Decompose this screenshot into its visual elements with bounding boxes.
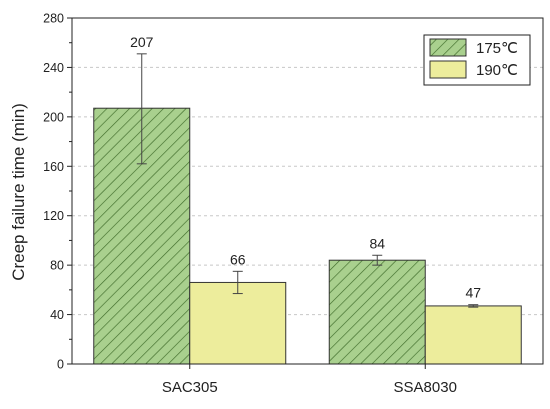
x-category-label: SAC305: [162, 379, 218, 396]
x-axis: SAC305 SSA8030: [162, 364, 457, 396]
y-tick-label: 120: [43, 209, 64, 223]
y-tick-label: 240: [43, 61, 64, 75]
y-tick-label: 0: [57, 358, 64, 372]
bar-ssa8030-0: [328, 259, 426, 365]
y-tick-label: 80: [50, 259, 64, 273]
data-label: 207: [130, 34, 154, 50]
error-bars: [136, 53, 479, 308]
y-axis: 0 40 80 120 160 200 240 280: [43, 12, 72, 372]
data-label: 84: [369, 235, 385, 251]
bar-ssa8030-1: [424, 305, 522, 365]
y-tick-label: 200: [43, 110, 64, 124]
y-tick-label: 40: [50, 308, 64, 322]
legend-swatch: [429, 38, 467, 57]
x-category-label: SSA8030: [394, 379, 457, 396]
y-axis-title: Creep failure time (min): [9, 103, 28, 281]
legend-swatch: [429, 60, 467, 79]
y-tick-label: 280: [43, 12, 64, 26]
y-tick-label: 160: [43, 160, 64, 174]
bars: [93, 107, 522, 365]
legend-label: 175℃: [476, 40, 518, 57]
bar-sac305-1: [189, 281, 287, 365]
legend-label: 190℃: [476, 62, 518, 79]
legend: 175℃ 190℃: [423, 34, 531, 86]
data-label: 66: [230, 251, 246, 267]
data-label: 47: [465, 285, 481, 301]
data-labels: 207 66 84 47: [130, 34, 481, 301]
